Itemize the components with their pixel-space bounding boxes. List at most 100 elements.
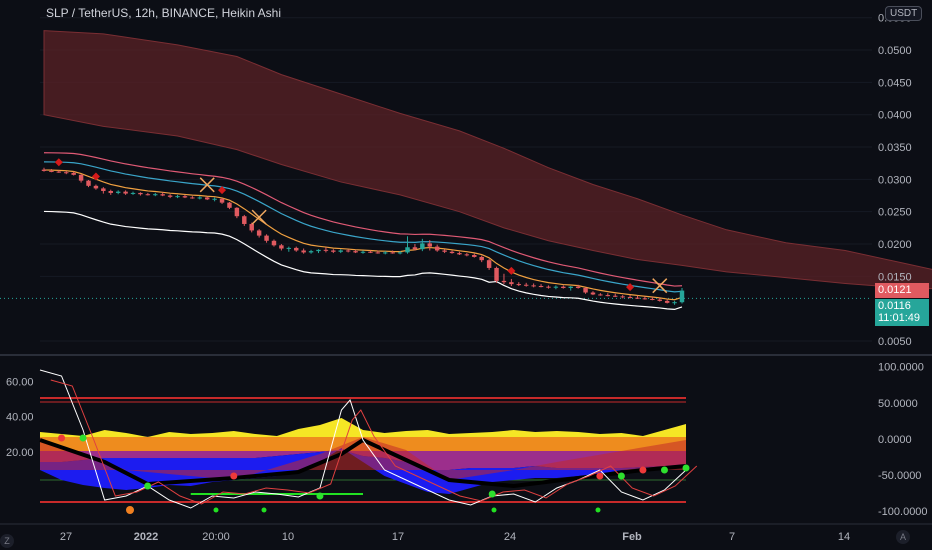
red-overlay-area (40, 437, 686, 480)
candle-body (190, 197, 195, 199)
candle-body (108, 190, 113, 193)
sell-diamond-marker (507, 266, 516, 275)
candle-body (130, 192, 136, 194)
price-tick-label: 0.0050 (878, 336, 912, 348)
candle-body (420, 243, 425, 250)
candle-body (383, 252, 388, 254)
candle-body (538, 286, 544, 288)
candle-body (182, 196, 188, 198)
upper-band-line (43, 152, 683, 287)
time-tick-label: 20:00 (202, 531, 230, 543)
candle-body (457, 253, 462, 255)
candle-body (486, 260, 492, 268)
oscillator-dot (230, 472, 238, 480)
candle-body (256, 230, 262, 236)
candle-body (308, 251, 314, 253)
candle-body (41, 169, 47, 171)
auto-scale-icon[interactable]: A (896, 530, 910, 544)
candle-body (501, 280, 507, 283)
candle-body (153, 194, 158, 196)
candle-body (360, 251, 366, 253)
oscillator-left-tick-label: 60.00 (6, 377, 34, 389)
cross-marker (652, 278, 668, 294)
ichimoku-cloud (43, 30, 932, 290)
bar-countdown: 11:01:49 (878, 312, 921, 324)
price-tag-red: 0.0121 (875, 283, 929, 298)
candle-body (575, 286, 581, 288)
candle-body (516, 284, 522, 286)
oscillator-dot (488, 490, 496, 498)
candle-body (301, 250, 306, 253)
sell-diamond-marker (54, 158, 63, 167)
candle-body (590, 292, 596, 295)
magenta-area (40, 450, 686, 470)
candle-body (323, 249, 329, 251)
signal-markers (54, 158, 668, 294)
oscillator-right-tick-label: 50.0000 (878, 398, 918, 410)
candle-body (338, 250, 343, 252)
candle-body (227, 202, 232, 208)
candle-body (279, 245, 284, 249)
time-tick-label: 7 (729, 531, 735, 543)
oscillator-right-tick-label: -50.0000 (878, 470, 921, 482)
candle-body (115, 191, 121, 193)
resistance-cloud (43, 30, 932, 290)
price-tick-label: 0.0400 (878, 110, 912, 122)
candle-body (494, 267, 499, 281)
candle-body (78, 174, 84, 181)
candle-body (286, 247, 292, 249)
oscillator-right-tick-label: -100.0000 (878, 506, 928, 518)
candle-body (613, 295, 618, 297)
candle-body (242, 216, 247, 224)
candle-body (464, 254, 470, 256)
candle-body (397, 252, 403, 254)
oscillator-dot (639, 466, 647, 474)
candle-body (249, 223, 254, 231)
candle-body (294, 247, 299, 251)
candle-body (316, 249, 321, 252)
price-tick-label: 0.0450 (878, 77, 912, 89)
candle-body (642, 298, 648, 300)
time-tick-label: 17 (392, 531, 404, 543)
candle-body (434, 246, 440, 251)
oscillator-right-tick-label: 0.0000 (878, 434, 912, 446)
candle-body (138, 192, 143, 195)
sell-diamond-marker (218, 186, 227, 195)
time-tick-label: 24 (504, 531, 516, 543)
time-tick-label: 10 (282, 531, 294, 543)
currency-selector[interactable]: USDT (885, 6, 923, 21)
candle-body (219, 198, 225, 203)
candle-body (345, 250, 351, 252)
oscillator-dot (596, 472, 604, 480)
zoom-icon[interactable]: Z (0, 534, 14, 548)
candle-body (368, 251, 373, 253)
fast-average-line (43, 169, 683, 301)
orange-dot (126, 506, 134, 514)
oscillator-dot (682, 464, 690, 472)
lower-band-line (43, 210, 683, 311)
candle-body (523, 284, 529, 286)
candle-body (472, 255, 477, 257)
candle-body (86, 180, 91, 186)
small-green-dot (213, 507, 219, 513)
candle-body (598, 294, 603, 296)
price-tick-label: 0.0200 (878, 239, 912, 251)
candle-body (160, 194, 165, 196)
candle-body (212, 198, 217, 200)
oscillator-dot (617, 472, 625, 480)
cross-marker (251, 209, 267, 225)
candle-body (650, 298, 655, 300)
oscillator-dot (58, 434, 66, 442)
candle-body (635, 297, 640, 299)
small-green-dot (595, 507, 601, 513)
candle-body (375, 252, 381, 254)
small-green-dot (261, 507, 267, 513)
chart-title: SLP / TetherUS, 12h, BINANCE, Heikin Ash… (46, 6, 282, 20)
candle-body (405, 247, 410, 253)
candle-body (175, 196, 180, 198)
candle-body (167, 195, 173, 197)
axes: 0.05500.05000.04500.04000.03500.03000.02… (6, 13, 928, 543)
middle-band-line (43, 161, 683, 293)
oscillator-dot (79, 434, 87, 442)
